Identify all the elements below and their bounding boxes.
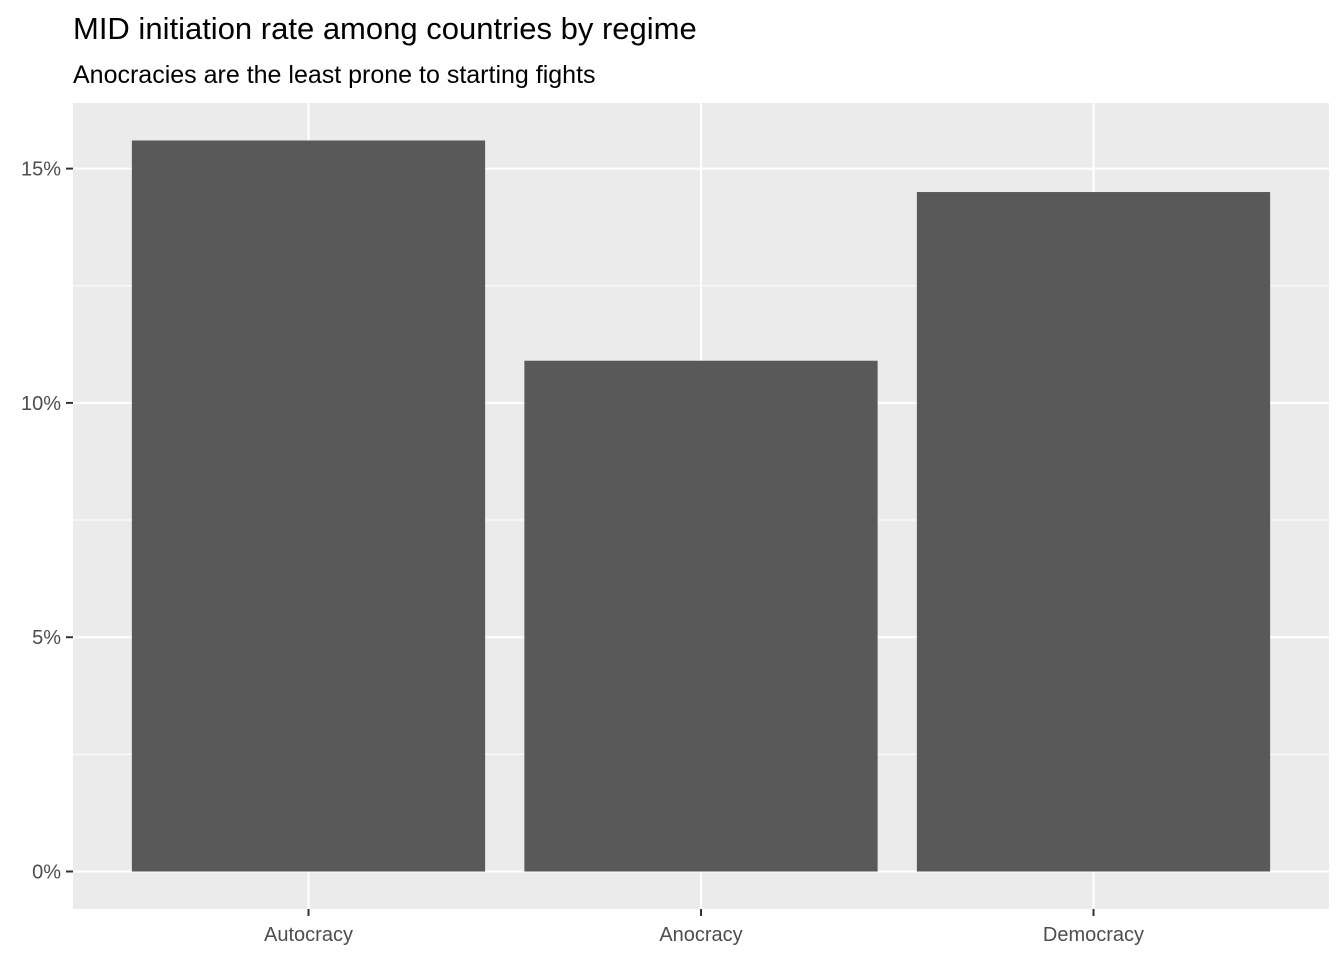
y-tick-label: 0% [32, 862, 61, 884]
bars [131, 140, 1271, 872]
x-tick-label: Anocracy [659, 924, 742, 946]
bar-democracy [916, 192, 1271, 872]
y-tick-label: 5% [32, 627, 61, 649]
chart-title: MID initiation rate among countries by r… [73, 11, 697, 46]
chart-subtitle: Anocracies are the least prone to starti… [73, 61, 596, 89]
x-tick-label: Democracy [1043, 924, 1144, 946]
x-tick-label: Autocracy [264, 924, 353, 946]
y-tick-label: 15% [21, 159, 61, 181]
axes: 0% 5% 10% 15% Autocracy Anocracy Democracy [21, 159, 1144, 946]
y-tick-label: 10% [21, 393, 61, 415]
bar-anocracy [524, 360, 878, 872]
bar-autocracy [131, 140, 486, 872]
